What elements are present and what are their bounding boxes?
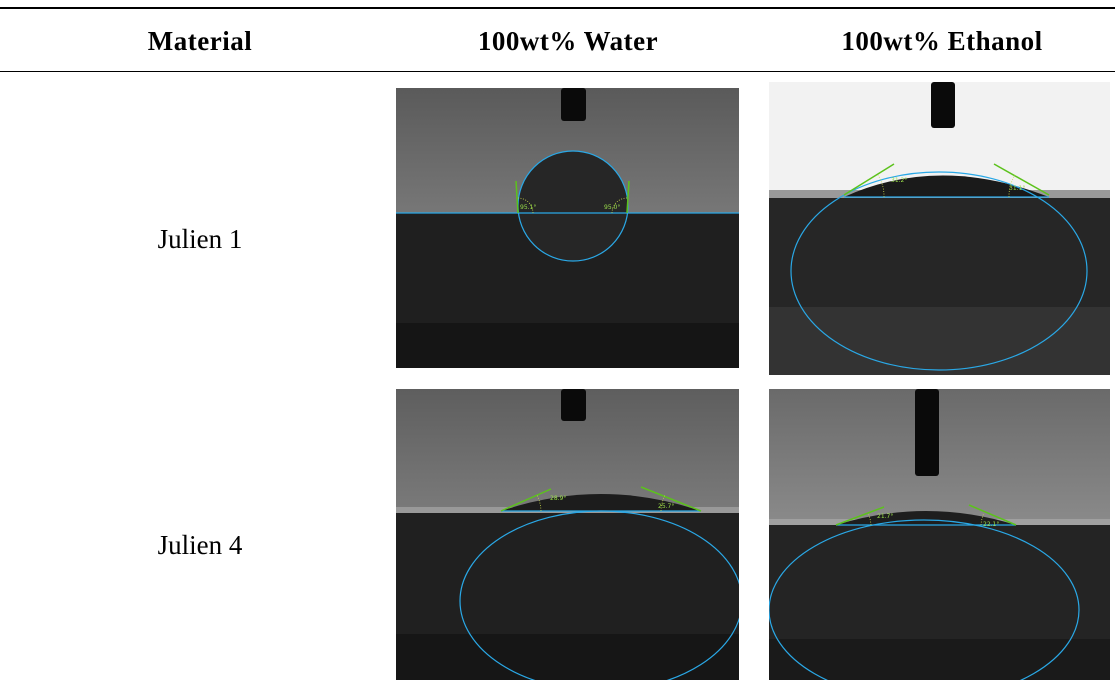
- droplet-image: 21.7° 22.1°: [769, 389, 1110, 680]
- header-cell: 100wt% Water: [388, 26, 748, 57]
- row-label: Julien 4: [50, 530, 350, 561]
- header-cell: Material: [20, 26, 380, 57]
- angle-label: 31.1°: [1009, 185, 1025, 192]
- header-rule: [0, 71, 1115, 72]
- row-label: Julien 1: [50, 224, 350, 255]
- angle-label: 31.2°: [891, 177, 907, 184]
- angle-label: 95.1°: [520, 204, 536, 211]
- droplet-image: 95.1° 95.0°: [396, 88, 739, 368]
- angle-label: 21.7°: [877, 513, 893, 520]
- header-cell: 100wt% Ethanol: [762, 26, 1115, 57]
- top-rule: [0, 7, 1115, 9]
- angle-label: 28.9°: [550, 495, 566, 502]
- table-page: Material 100wt% Water 100wt% Ethanol Jul…: [0, 0, 1115, 695]
- droplet-image: 31.2° 31.1°: [769, 82, 1110, 375]
- droplet-image: 28.9° 25.7°: [396, 389, 739, 680]
- angle-label: 95.0°: [604, 204, 620, 211]
- angle-label: 25.7°: [658, 503, 674, 510]
- angle-label: 22.1°: [983, 521, 999, 528]
